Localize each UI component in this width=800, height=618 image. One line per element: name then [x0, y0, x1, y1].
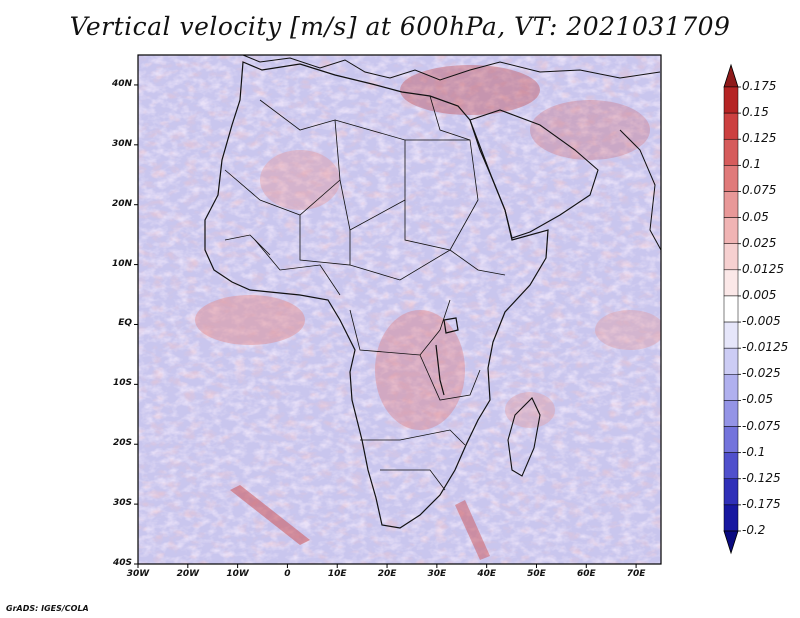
colorbar-segment: [723, 217, 739, 244]
velocity-field: [138, 55, 661, 564]
x-tick-label: 20E: [377, 569, 397, 579]
x-tick-label: 30W: [126, 569, 150, 579]
colorbar-label: -0.0125: [742, 340, 789, 355]
colorbar-label: -0.025: [742, 366, 781, 381]
colorbar-segment: [723, 504, 739, 532]
x-tick-label: 40E: [477, 569, 496, 579]
x-tick-label: 10W: [226, 569, 249, 579]
colorbar-label: 0.15: [742, 105, 769, 120]
africa-coastline: [204, 61, 549, 529]
colorbar-segment: [723, 269, 739, 297]
y-tick-label: 10N: [111, 258, 132, 269]
madagascar-outline: [507, 397, 541, 477]
colorbar-label: 0.175: [742, 79, 777, 93]
europe-coastline: [242, 55, 661, 81]
arabia-outline: [469, 109, 599, 239]
y-tick-label: 40S: [112, 558, 132, 568]
y-tick-label: 40N: [111, 78, 132, 89]
colorbar-label: -0.2: [742, 523, 766, 537]
colorbar-label: 0.005: [742, 287, 777, 302]
colorbar-segment: [723, 374, 739, 401]
colorbar-segment: [723, 112, 739, 140]
credit-text: GrADS: IGES/COLA: [6, 604, 89, 613]
colorbar-label: -0.005: [742, 314, 781, 329]
y-tick-label: 20S: [112, 438, 132, 449]
x-tick-label: 50E: [527, 569, 546, 579]
colorbar-segment: [723, 321, 739, 349]
x-tick-label: 30E: [427, 569, 447, 579]
colorbar-segment: [723, 138, 739, 166]
colorbar-label: 0.0125: [742, 261, 784, 276]
colorbar-bottom-arrow: [723, 530, 739, 555]
colorbar-label: 0.125: [742, 131, 777, 146]
colorbar-label: 0.1: [742, 157, 762, 172]
india-outline: [619, 129, 661, 251]
colorbar-label: -0.125: [742, 470, 781, 485]
x-tick-label: 60E: [576, 569, 596, 579]
y-tick-label: 30S: [112, 498, 132, 509]
y-tick-label: EQ: [118, 318, 132, 329]
colorbar-label: -0.175: [742, 496, 781, 511]
y-tick-label: 20N: [111, 198, 132, 209]
colorbar-segment: [723, 347, 739, 375]
colorbar: [723, 63, 741, 555]
country-borders: [224, 95, 506, 491]
colorbar-label: -0.1: [742, 444, 766, 459]
x-tick-label: 70E: [626, 569, 646, 579]
y-tick-label: 10S: [112, 378, 132, 389]
x-tick-label: 0: [284, 569, 291, 579]
colorbar-segment: [723, 86, 739, 114]
x-tick-label: 10E: [327, 569, 347, 579]
x-tick-label: 20W: [176, 569, 200, 579]
colorbar-label: 0.025: [742, 235, 777, 250]
colorbar-segment: [723, 400, 739, 427]
colorbar-label: 0.075: [742, 183, 777, 198]
colorbar-segment: [723, 426, 739, 453]
y-tick-label: 30N: [111, 138, 132, 149]
colorbar-segment: [723, 452, 739, 480]
colorbar-label: 0.05: [742, 209, 769, 224]
plot-frame: [137, 54, 662, 565]
chart-title: Vertical velocity [m/s] at 600hPa, VT: 2…: [69, 12, 731, 41]
colorbar-segment: [723, 191, 739, 218]
colorbar-segment: [723, 243, 739, 271]
colorbar-label: -0.075: [742, 418, 781, 433]
colorbar-label: -0.05: [742, 392, 774, 407]
colorbar-segment: [723, 478, 739, 506]
colorbar-segment: [723, 295, 739, 323]
colorbar-segment: [723, 165, 739, 192]
colorbar-top-arrow: [723, 63, 739, 88]
